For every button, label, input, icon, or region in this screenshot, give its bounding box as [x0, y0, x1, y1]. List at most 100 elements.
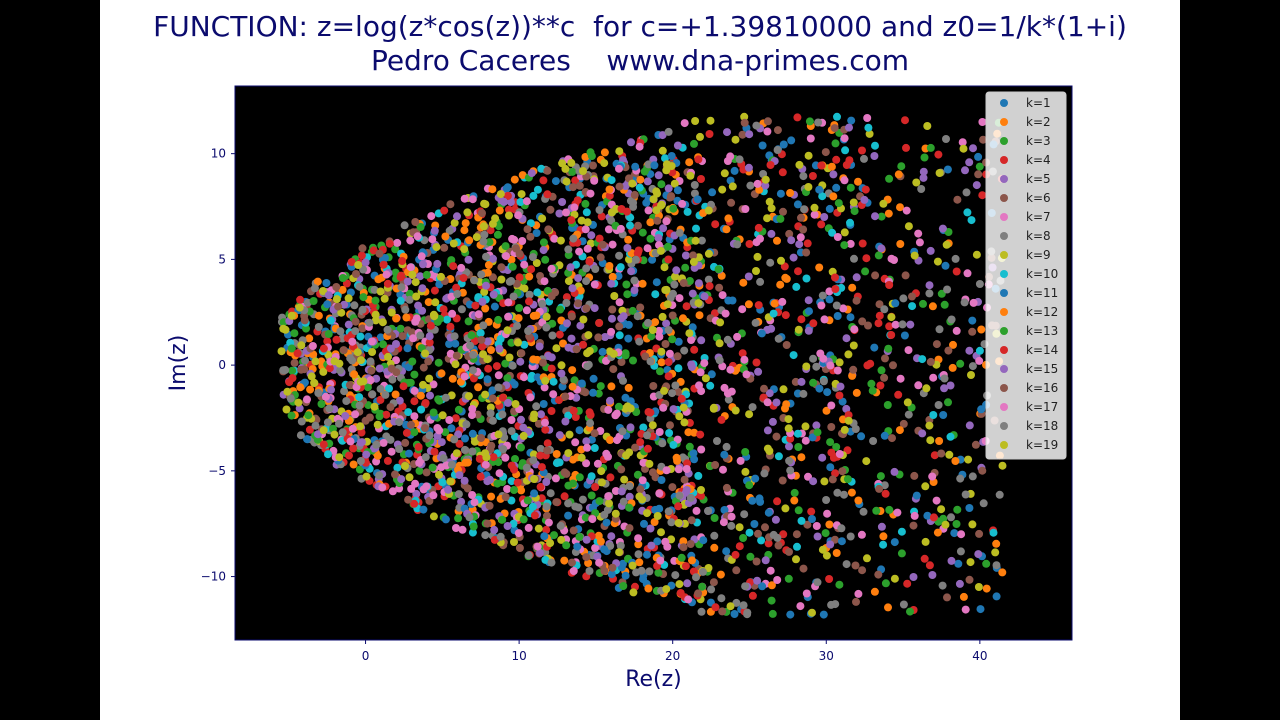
point — [583, 218, 592, 227]
point — [502, 252, 510, 261]
point — [450, 218, 459, 227]
point — [563, 319, 571, 328]
point — [711, 461, 720, 469]
point — [825, 287, 834, 296]
point — [804, 296, 813, 305]
point — [490, 302, 499, 311]
point — [509, 292, 518, 301]
point — [840, 228, 849, 237]
point — [778, 168, 787, 177]
point — [493, 479, 502, 488]
point — [429, 512, 438, 521]
legend-label: k=9 — [1026, 248, 1051, 262]
point — [486, 409, 495, 418]
point — [814, 118, 823, 127]
point — [673, 186, 682, 195]
point — [355, 401, 364, 410]
point — [469, 350, 478, 359]
point — [659, 403, 668, 412]
point — [357, 356, 365, 365]
point — [820, 477, 829, 486]
point — [361, 258, 370, 267]
point — [460, 372, 469, 381]
point — [960, 298, 969, 307]
point — [607, 176, 616, 185]
point — [296, 383, 305, 392]
point — [720, 506, 729, 514]
point — [499, 445, 508, 454]
point — [568, 366, 577, 375]
point — [578, 495, 587, 504]
point — [515, 304, 524, 312]
point — [519, 431, 528, 440]
point — [753, 179, 762, 188]
point — [629, 588, 638, 597]
point — [909, 521, 918, 530]
point — [370, 402, 379, 411]
point — [408, 270, 417, 279]
point — [356, 422, 365, 431]
legend: k=1k=2k=3k=4k=5k=6k=7k=8k=9k=10k=11k=12k… — [985, 91, 1067, 460]
point — [485, 501, 494, 510]
point — [586, 419, 595, 428]
point — [808, 172, 817, 180]
point — [822, 551, 831, 560]
point — [433, 259, 442, 268]
point — [540, 383, 549, 392]
point — [441, 232, 450, 241]
point — [668, 483, 677, 492]
point — [371, 316, 380, 325]
point — [942, 135, 950, 143]
point — [763, 214, 772, 223]
point — [852, 597, 860, 606]
point — [719, 465, 727, 474]
point — [595, 558, 604, 567]
point — [906, 607, 914, 616]
point — [481, 304, 490, 313]
point — [934, 401, 943, 409]
y-tick-label: −5 — [208, 464, 226, 478]
point — [943, 593, 951, 602]
point — [781, 311, 790, 320]
point — [925, 281, 934, 290]
point — [449, 262, 458, 271]
point — [657, 358, 666, 367]
point — [451, 414, 460, 423]
point — [810, 203, 819, 212]
point — [674, 502, 683, 511]
point — [685, 442, 694, 451]
point — [700, 292, 709, 301]
legend-marker — [1000, 308, 1008, 316]
point — [478, 297, 487, 306]
point — [795, 160, 804, 169]
point — [624, 383, 633, 392]
point — [635, 337, 644, 346]
point — [326, 316, 335, 325]
point — [679, 543, 688, 552]
point — [682, 465, 691, 473]
point — [992, 592, 1001, 601]
point — [726, 365, 735, 374]
point — [673, 435, 682, 444]
point — [631, 443, 640, 452]
point — [654, 234, 663, 242]
point — [802, 589, 811, 598]
point — [530, 511, 539, 520]
point — [397, 475, 406, 484]
point — [656, 367, 664, 376]
point — [441, 515, 450, 524]
point — [498, 393, 507, 402]
point — [470, 276, 479, 285]
point — [295, 303, 304, 312]
point — [504, 205, 513, 214]
point — [940, 384, 949, 393]
point — [611, 487, 620, 495]
point — [376, 395, 385, 404]
point — [532, 402, 541, 411]
point — [481, 390, 490, 399]
point — [794, 267, 802, 276]
point — [757, 329, 766, 338]
point — [822, 406, 831, 415]
point — [415, 466, 424, 475]
point — [809, 378, 818, 387]
